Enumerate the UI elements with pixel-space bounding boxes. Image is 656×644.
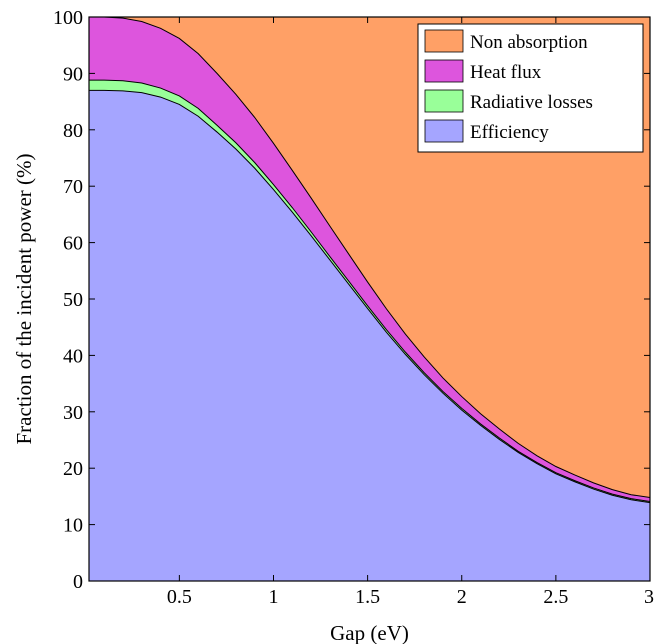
boundary-radiative-losses <box>89 79 651 502</box>
y-tick-label: 40 <box>63 345 83 367</box>
legend-swatch <box>424 119 464 143</box>
y-axis-label: Fraction of the incident power (%) <box>12 154 36 445</box>
area-efficiency <box>89 90 650 581</box>
legend: Non absorption Heat flux Radiative losses E… <box>417 23 644 153</box>
boundary-efficiency <box>89 89 651 504</box>
x-axis-label: Gap (eV) <box>330 621 409 644</box>
y-tick-label: 0 <box>73 571 83 593</box>
y-tick-label: 70 <box>63 176 83 198</box>
boundary-heat-flux <box>89 16 651 499</box>
y-tick-label: 60 <box>63 233 83 255</box>
area-heat-flux <box>89 17 650 502</box>
legend-swatch <box>424 59 464 83</box>
y-axis: 0 10 20 30 40 50 60 70 80 90 100 <box>53 7 650 593</box>
y-tick-label: 30 <box>63 402 83 424</box>
x-tick-label: 1.5 <box>355 586 380 608</box>
legend-label: Non absorption <box>470 32 588 53</box>
y-tick-label: 50 <box>63 289 83 311</box>
x-axis: 0.5 1 1.5 2 2.5 3 <box>167 17 654 608</box>
x-tick-label: 2.5 <box>543 586 568 608</box>
x-tick-label: 0.5 <box>167 586 192 608</box>
legend-swatch <box>424 29 464 53</box>
legend-label: Efficiency <box>470 122 549 143</box>
y-tick-label: 20 <box>63 458 83 480</box>
legend-label: Heat flux <box>470 62 542 83</box>
legend-label: Radiative losses <box>470 92 593 113</box>
x-tick-label: 2 <box>457 586 467 608</box>
x-tick-label: 1 <box>268 586 278 608</box>
y-tick-label: 10 <box>63 515 83 537</box>
y-tick-label: 80 <box>63 120 83 142</box>
x-tick-label: 3 <box>644 586 654 608</box>
boundary-lines <box>89 16 651 504</box>
y-tick-label: 100 <box>53 7 83 29</box>
legend-swatch <box>424 89 464 113</box>
y-tick-label: 90 <box>63 63 83 85</box>
